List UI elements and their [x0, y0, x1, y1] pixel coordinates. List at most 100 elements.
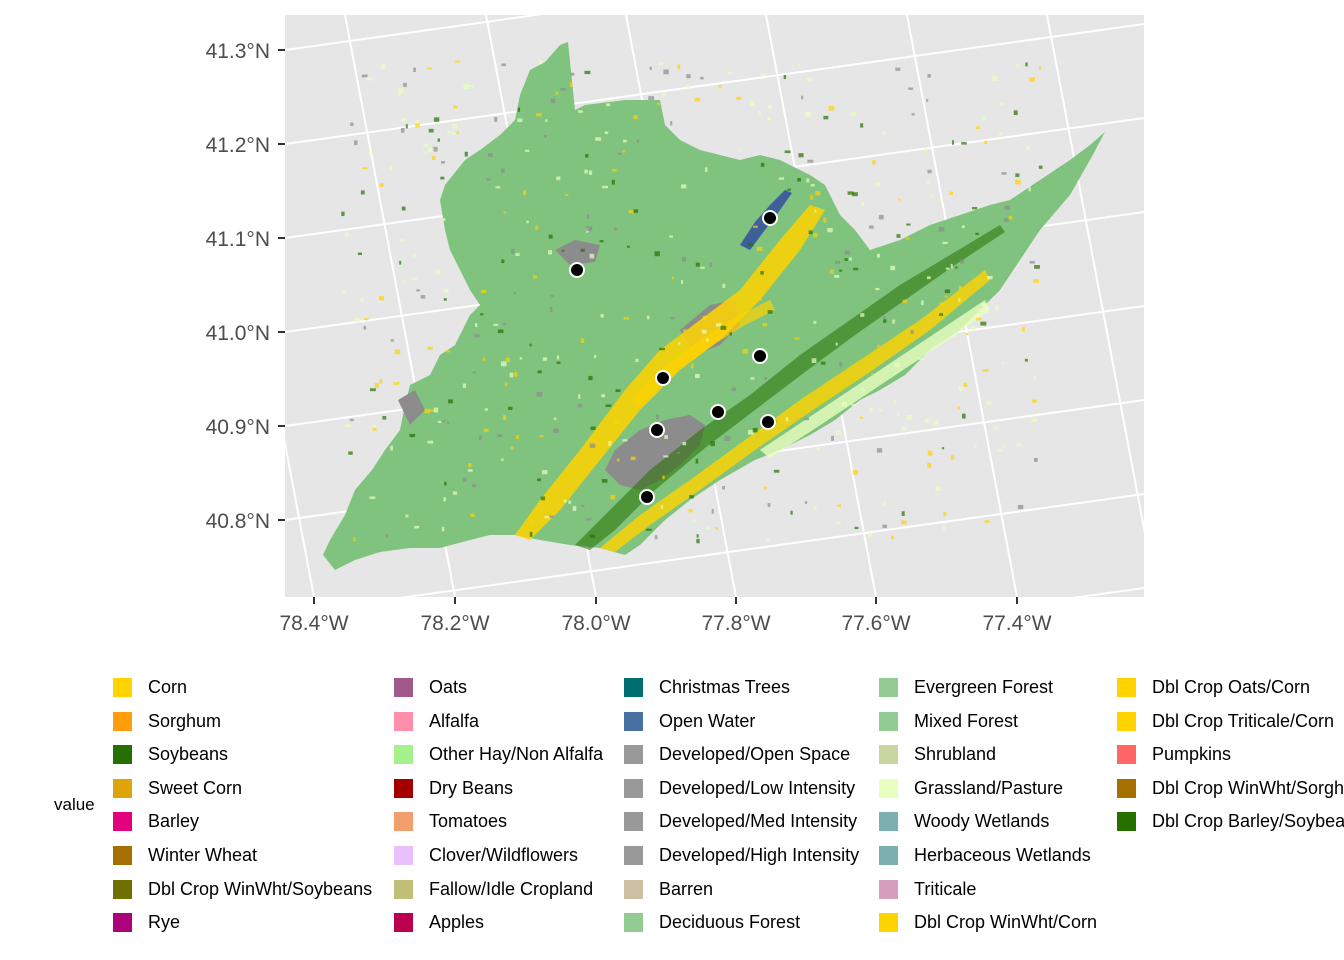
raster-speck [602, 185, 608, 189]
raster-speck [662, 475, 665, 480]
raster-speck [536, 112, 542, 117]
legend-label: Corn [148, 677, 188, 697]
raster-speck [501, 63, 506, 67]
longitude-gridline [1046, 15, 1144, 534]
legend-swatch [879, 678, 898, 697]
raster-speck [517, 107, 521, 112]
legend-label: Herbaceous Wetlands [914, 844, 1091, 865]
raster-speck [794, 337, 800, 340]
raster-speck [437, 138, 440, 142]
raster-speck [354, 317, 361, 323]
raster-speck [961, 225, 965, 229]
raster-speck [662, 92, 666, 97]
legend-swatch [624, 812, 643, 832]
raster-speck [690, 363, 694, 369]
raster-speck [854, 526, 859, 530]
raster-speck [405, 124, 408, 129]
raster-speck [432, 146, 438, 152]
legend-label: Clover/Wildflowers [429, 844, 579, 865]
raster-speck [445, 350, 451, 353]
raster-speck [511, 248, 515, 254]
raster-speck [1039, 66, 1042, 70]
raster-speck [924, 418, 930, 423]
raster-speck [952, 140, 955, 145]
raster-speck [341, 211, 345, 217]
raster-speck [814, 209, 817, 213]
raster-speck [349, 418, 354, 422]
raster-speck [790, 510, 793, 515]
raster-speck [876, 253, 881, 258]
legend-label: Dbl Crop Triticale/Corn [1152, 710, 1335, 731]
raster-speck [923, 147, 927, 152]
raster-speck [926, 276, 931, 280]
raster-speck [831, 435, 834, 441]
legend-swatch [1117, 678, 1136, 697]
raster-speck [344, 424, 351, 428]
raster-speck [944, 295, 948, 298]
raster-speck [750, 377, 755, 380]
raster-speck [975, 126, 980, 130]
raster-speck [758, 297, 762, 301]
raster-speck [677, 451, 681, 455]
raster-speck [927, 450, 933, 456]
raster-speck [523, 190, 527, 195]
raster-speck [847, 191, 854, 195]
raster-speck [813, 233, 818, 238]
raster-speck [560, 87, 566, 91]
legend-label: Grassland/Pasture [914, 777, 1064, 798]
raster-speck [918, 357, 925, 360]
raster-speck [398, 88, 404, 94]
site-markers [569, 210, 778, 505]
raster-speck [852, 470, 859, 475]
raster-speck [834, 274, 840, 278]
raster-speck [762, 323, 768, 327]
legend-label: Winter Wheat [148, 844, 258, 865]
raster-speck [747, 430, 754, 435]
raster-speck [525, 149, 530, 152]
raster-speck [353, 537, 356, 542]
developed-area [605, 415, 705, 490]
raster-speck [474, 334, 480, 338]
legend-swatch [113, 845, 132, 865]
raster-speck [613, 420, 620, 424]
raster-speck [958, 386, 964, 392]
raster-speck [570, 72, 575, 76]
raster-speck [720, 325, 727, 330]
raster-speck [901, 520, 907, 525]
raster-speck [731, 387, 737, 391]
raster-speck [385, 534, 389, 538]
raster-speck [883, 319, 887, 323]
legend-swatch [394, 678, 413, 697]
raster-speck [860, 201, 865, 206]
raster-speck [861, 388, 865, 391]
lat-tick-label: 41.1°N [206, 228, 270, 251]
raster-speck [582, 504, 585, 507]
raster-speck [627, 245, 630, 248]
raster-speck [785, 417, 789, 422]
raster-speck [926, 98, 929, 102]
raster-speck [681, 280, 684, 284]
raster-speck [382, 415, 387, 420]
raster-speck [797, 178, 801, 182]
legend-swatch [1117, 711, 1136, 731]
raster-speck [910, 326, 913, 331]
raster-speck [883, 501, 886, 506]
raster-speck [677, 64, 681, 69]
legend-swatch [624, 711, 643, 731]
legend-swatch [879, 845, 898, 865]
raster-speck [760, 73, 765, 76]
raster-speck [589, 253, 595, 259]
raster-speck [827, 228, 833, 233]
raster-speck [1013, 110, 1018, 116]
raster-speck [514, 371, 518, 377]
raster-speck [760, 270, 764, 275]
site-marker [655, 370, 671, 386]
raster-speck [974, 444, 977, 448]
legend-title: value [54, 795, 95, 814]
raster-speck [760, 162, 765, 167]
raster-speck [808, 230, 813, 235]
raster-speck [646, 315, 650, 320]
raster-speck [908, 87, 914, 90]
raster-speck [778, 177, 785, 180]
lon-tick-label: 78.4°W [279, 612, 348, 635]
